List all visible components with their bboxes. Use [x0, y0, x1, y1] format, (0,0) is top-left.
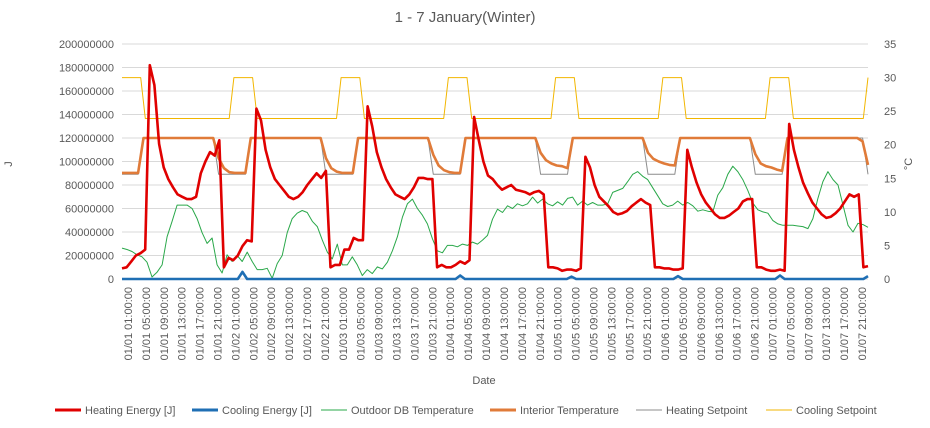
x-tick-label: 01/04 21:00:00	[535, 287, 547, 360]
y-axis-right-label: °C	[903, 158, 915, 170]
y-left-tick-label: 40000000	[65, 227, 114, 239]
x-tick-label: 01/03 13:00:00	[392, 287, 404, 360]
x-tick-label: 01/03 17:00:00	[409, 287, 421, 360]
x-tick-label: 01/01 05:00:00	[141, 287, 153, 360]
y-right-tick-label: 25	[884, 106, 896, 118]
x-tick-label: 01/06 17:00:00	[732, 287, 744, 360]
x-tick-label: 01/06 05:00:00	[678, 287, 690, 360]
y-right-tick-label: 30	[884, 73, 896, 85]
x-tick-label: 01/05 17:00:00	[624, 287, 636, 360]
x-tick-label: 01/07 13:00:00	[821, 287, 833, 360]
y-right-tick-label: 35	[884, 39, 896, 51]
x-tick-label: 01/05 21:00:00	[642, 287, 654, 360]
series-line-cooling-setpoint	[122, 77, 869, 119]
y-left-tick-label: 160000000	[59, 86, 114, 98]
x-tick-label: 01/04 09:00:00	[481, 287, 493, 360]
x-tick-label: 01/03 05:00:00	[356, 287, 368, 360]
chart-title: 1 - 7 January(Winter)	[395, 9, 536, 26]
x-tick-label: 01/02 21:00:00	[320, 287, 332, 360]
x-tick-label: 01/02 05:00:00	[248, 287, 260, 360]
y-left-tick-label: 180000000	[59, 63, 114, 75]
x-tick-label: 01/02 13:00:00	[284, 287, 296, 360]
x-tick-label: 01/03 21:00:00	[427, 287, 439, 360]
x-tick-label: 01/01 17:00:00	[195, 287, 207, 360]
y-left-tick-label: 200000000	[59, 39, 114, 51]
y-left-tick-label: 0	[108, 274, 114, 286]
legend-label: Interior Temperature	[520, 405, 619, 417]
x-tick-label: 01/06 21:00:00	[750, 287, 762, 360]
y-left-tick-label: 60000000	[65, 204, 114, 216]
x-tick-label: 01/07 21:00:00	[857, 287, 869, 360]
y-left-tick-label: 20000000	[65, 251, 114, 263]
x-tick-label: 01/05 13:00:00	[606, 287, 618, 360]
series-layer	[121, 63, 870, 281]
x-tick-label: 01/02 01:00:00	[230, 287, 242, 360]
x-tick-label: 01/03 09:00:00	[374, 287, 386, 360]
y-right-tick-label: 10	[884, 207, 896, 219]
x-tick-label: 01/05 01:00:00	[553, 287, 565, 360]
y-left-tick-label: 100000000	[59, 157, 114, 169]
x-tick-label: 01/03 01:00:00	[338, 287, 350, 360]
x-tick-label: 01/01 21:00:00	[213, 287, 225, 360]
x-tick-label: 01/01 09:00:00	[159, 287, 171, 360]
x-tick-label: 01/06 09:00:00	[696, 287, 708, 360]
x-tick-label: 01/01 01:00:00	[123, 287, 135, 360]
x-tick-label: 01/05 05:00:00	[571, 287, 583, 360]
x-tick-label: 01/02 17:00:00	[302, 287, 314, 360]
legend: Heating Energy [J] Cooling Energy [J] Outd…	[55, 405, 877, 417]
x-axis: 01/01 01:00:00 01/01 05:00:00 01/01 09:00:…	[123, 287, 869, 360]
y-axis-right: 0 5 10 15 20 25 30 35	[884, 39, 896, 286]
y-axis-left: 0 20000000 40000000 60000000 80000000 1000000…	[59, 39, 114, 286]
x-tick-label: 01/07 01:00:00	[767, 287, 779, 360]
series-line-cooling-energy-j	[122, 270, 869, 281]
x-tick-label: 01/07 09:00:00	[803, 287, 815, 360]
legend-label: Outdoor DB Temperature	[351, 405, 474, 417]
legend-label: Cooling Energy [J]	[222, 405, 312, 417]
x-tick-label: 01/06 01:00:00	[660, 287, 672, 360]
x-tick-label: 01/04 01:00:00	[445, 287, 457, 360]
y-left-tick-label: 140000000	[59, 110, 114, 122]
x-tick-label: 01/07 17:00:00	[839, 287, 851, 360]
x-axis-label: Date	[472, 375, 495, 387]
x-tick-label: 01/04 05:00:00	[463, 287, 475, 360]
y-right-tick-label: 15	[884, 173, 896, 185]
y-axis-left-label: J	[3, 161, 15, 167]
x-tick-label: 01/07 05:00:00	[785, 287, 797, 360]
y-right-tick-label: 5	[884, 240, 890, 252]
y-left-tick-label: 120000000	[59, 133, 114, 145]
series-line-heating-energy-j	[121, 63, 869, 273]
x-tick-label: 01/04 17:00:00	[517, 287, 529, 360]
legend-label: Heating Setpoint	[666, 405, 747, 417]
x-tick-label: 01/02 09:00:00	[266, 287, 278, 360]
y-right-tick-label: 20	[884, 140, 896, 152]
y-left-tick-label: 80000000	[65, 180, 114, 192]
legend-label: Cooling Setpoint	[796, 405, 877, 417]
x-tick-label: 01/04 13:00:00	[499, 287, 511, 360]
legend-label: Heating Energy [J]	[85, 405, 176, 417]
x-tick-label: 01/05 09:00:00	[588, 287, 600, 360]
series-line-interior-temperature	[122, 136, 870, 175]
series-line-outdoor-db-temperature	[121, 165, 869, 279]
x-tick-label: 01/06 13:00:00	[714, 287, 726, 360]
x-tick-label: 01/01 13:00:00	[177, 287, 189, 360]
y-right-tick-label: 0	[884, 274, 890, 286]
